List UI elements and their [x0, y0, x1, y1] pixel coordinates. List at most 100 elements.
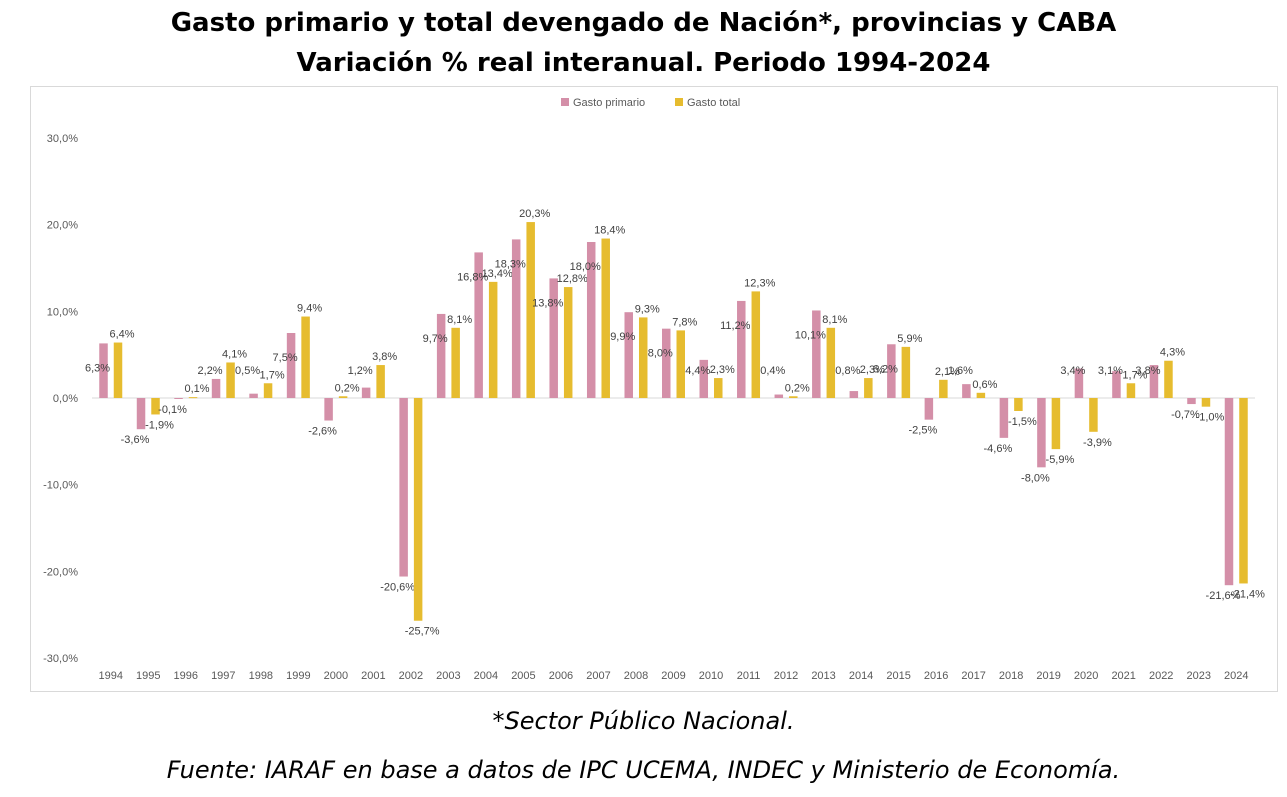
data-label-gasto-primario: -20,6% — [380, 582, 415, 594]
data-label-gasto-total: 0,2% — [335, 382, 360, 394]
bar-gasto-primario — [474, 252, 483, 398]
data-label-gasto-primario: -4,6% — [984, 443, 1013, 455]
data-label-gasto-total: 2,3% — [710, 364, 735, 376]
chart-subtitle: Variación % real interanual. Periodo 199… — [296, 48, 991, 78]
data-label-gasto-total: 0,6% — [972, 379, 997, 391]
data-label-gasto-primario: 3,1% — [1098, 365, 1123, 377]
data-label-gasto-total: 8,1% — [822, 314, 847, 326]
legend-label-gasto-total: Gasto total — [687, 97, 740, 109]
bar-gasto-primario — [324, 398, 333, 421]
bar-gasto-total — [826, 327, 836, 398]
data-label-gasto-primario: -21,6% — [1206, 590, 1241, 602]
data-label-gasto-total: 12,8% — [557, 273, 588, 285]
data-label-gasto-total: -5,9% — [1046, 454, 1075, 466]
bar-gasto-primario — [211, 378, 221, 398]
x-tick-label: 2006 — [549, 670, 573, 682]
data-label-gasto-total: 4,3% — [1160, 347, 1185, 359]
chart-title: Gasto primario y total devengado de Naci… — [170, 8, 1117, 38]
data-label-gasto-primario: 0,5% — [235, 365, 260, 377]
bar-gasto-primario — [1037, 398, 1046, 468]
data-label-gasto-total: 13,4% — [482, 268, 513, 280]
data-label-gasto-primario: 9,7% — [423, 333, 448, 345]
data-label-gasto-primario: -0,7% — [1171, 409, 1200, 421]
data-label-gasto-primario: -2,5% — [908, 425, 937, 437]
bar-gasto-total — [226, 362, 235, 398]
bar-gasto-primario — [812, 310, 821, 398]
data-label-gasto-total: 5,9% — [897, 333, 922, 345]
data-label-gasto-total: -1,9% — [145, 419, 174, 431]
x-tick-label: 1997 — [211, 670, 235, 682]
bar-gasto-total — [263, 383, 273, 398]
bar-gasto-total — [188, 397, 198, 399]
y-tick-label: -30,0% — [43, 653, 78, 665]
x-tick-label: 2020 — [1074, 670, 1098, 682]
data-label-gasto-primario: 1,6% — [948, 365, 973, 377]
bar-gasto-primario — [1112, 371, 1121, 398]
data-label-gasto-total: 2,3% — [860, 364, 885, 376]
data-label-gasto-total: 0,2% — [785, 382, 810, 394]
y-tick-label: -20,0% — [43, 566, 78, 578]
data-label-gasto-primario: 8,0% — [648, 348, 673, 360]
x-tick-label: 2018 — [999, 670, 1023, 682]
data-label-gasto-total: 3,8% — [372, 351, 397, 363]
bar-gasto-total — [1201, 398, 1211, 407]
data-label-gasto-primario: 10,1% — [795, 329, 826, 341]
data-label-gasto-primario: 9,9% — [610, 331, 635, 343]
source-note: Fuente: IARAF en base a datos de IPC UCE… — [166, 756, 1121, 784]
data-label-gasto-primario: 7,5% — [273, 352, 298, 364]
x-tick-label: 2000 — [324, 670, 348, 682]
data-label-gasto-primario: 2,2% — [198, 365, 223, 377]
data-label-gasto-total: -1,5% — [1008, 416, 1037, 428]
bar-gasto-total — [376, 365, 385, 398]
bar-gasto-primario — [624, 312, 633, 398]
x-tick-label: 2010 — [699, 670, 723, 682]
bar-gasto-primario — [511, 239, 521, 398]
bar-gasto-total — [864, 378, 873, 398]
x-tick-label: 2012 — [774, 670, 798, 682]
bar-gasto-primario — [924, 398, 934, 420]
bar-gasto-primario — [849, 391, 859, 398]
y-tick-label: 30,0% — [47, 133, 78, 145]
x-tick-label: 1995 — [136, 670, 160, 682]
bar-gasto-total — [714, 378, 723, 398]
data-label-gasto-total: 0,1% — [185, 383, 210, 395]
x-tick-label: 2004 — [474, 670, 498, 682]
y-tick-label: 10,0% — [47, 306, 78, 318]
bar-gasto-primario — [887, 344, 896, 398]
x-tick-label: 2005 — [511, 670, 535, 682]
data-label-gasto-primario: 6,3% — [85, 362, 110, 374]
bar-gasto-primario — [774, 394, 784, 398]
x-tick-label: 2001 — [361, 670, 385, 682]
bar-gasto-primario — [286, 333, 296, 398]
bar-gasto-primario — [737, 300, 746, 398]
data-label-gasto-total: -21,4% — [1230, 588, 1265, 600]
data-label-gasto-total: 6,4% — [109, 329, 134, 341]
data-label-gasto-total: -1,0% — [1196, 412, 1225, 424]
bar-gasto-primario — [549, 278, 558, 398]
bar-gasto-total — [563, 287, 573, 398]
x-tick-label: 1998 — [249, 670, 273, 682]
data-label-gasto-total: 9,4% — [297, 303, 322, 315]
x-tick-label: 2015 — [886, 670, 910, 682]
bar-gasto-total — [301, 316, 310, 398]
bar-gasto-total — [1051, 398, 1061, 450]
data-label-gasto-primario: -0,1% — [158, 404, 187, 416]
bar-gasto-primario — [136, 398, 146, 430]
bar-gasto-total — [451, 327, 460, 398]
data-label-gasto-total: 7,8% — [672, 316, 697, 328]
y-tick-label: 20,0% — [47, 220, 78, 232]
data-label-gasto-primario: 3,8% — [1135, 365, 1160, 377]
bar-gasto-total — [1164, 360, 1173, 398]
data-label-gasto-total: 1,7% — [1122, 369, 1147, 381]
x-tick-label: 1996 — [174, 670, 198, 682]
bar-gasto-primario — [1149, 365, 1159, 398]
data-label-gasto-total: 12,3% — [744, 277, 775, 289]
x-tick-label: 2023 — [1186, 670, 1210, 682]
y-tick-label: 0,0% — [53, 393, 78, 405]
x-tick-label: 2016 — [924, 670, 948, 682]
bar-gasto-primario — [699, 359, 709, 398]
x-tick-label: 2003 — [436, 670, 460, 682]
x-tick-label: 2008 — [624, 670, 648, 682]
data-label-gasto-total: 8,1% — [447, 314, 472, 326]
